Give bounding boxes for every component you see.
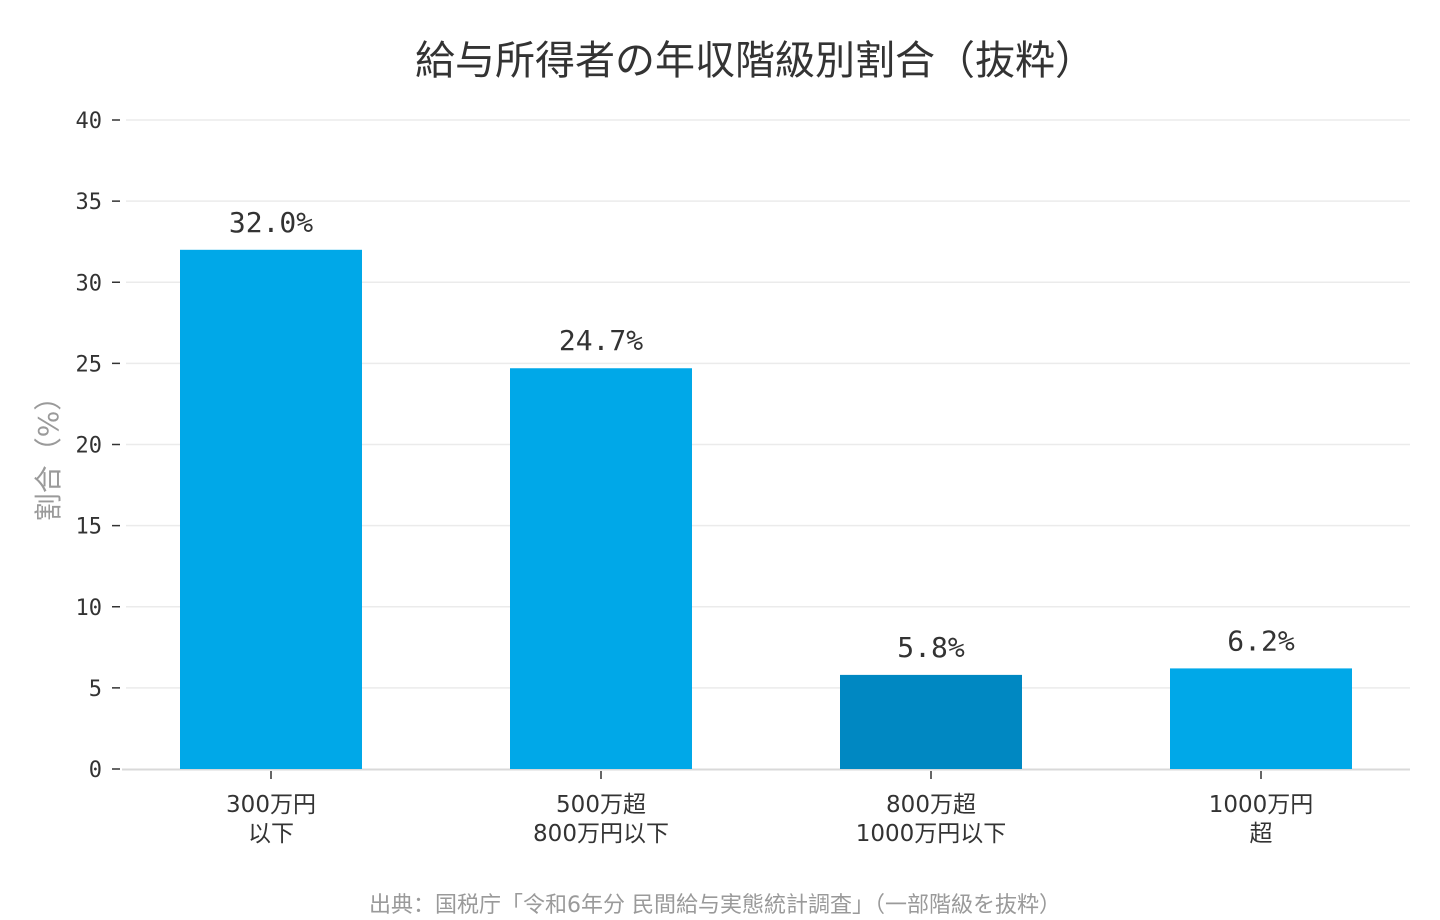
bar-value-label: 5.8% xyxy=(897,631,965,664)
source-note: 出典：国税庁「令和6年分 民間給与実態統計調査」（一部階級を抜粋） xyxy=(369,893,1061,918)
x-tick-label: 超 xyxy=(1250,821,1273,847)
bar xyxy=(1170,668,1352,769)
bar-value-label: 24.7% xyxy=(559,324,643,357)
bars xyxy=(180,249,1352,770)
chart-title: 給与所得者の年収階級別割合（抜粋） xyxy=(415,38,1095,84)
x-tick-label: 以下 xyxy=(248,821,294,847)
bar xyxy=(180,249,362,770)
bar xyxy=(510,368,692,769)
x-tick-label: 1000万円以下 xyxy=(856,821,1007,847)
bar-value-label: 32.0% xyxy=(229,206,313,239)
x-tick-label: 800万円以下 xyxy=(533,821,669,847)
y-tick-label: 25 xyxy=(76,352,103,377)
y-tick-label: 35 xyxy=(76,190,103,215)
x-tick-label: 1000万円 xyxy=(1209,792,1314,818)
y-tick-label: 10 xyxy=(76,596,103,621)
y-tick-label: 15 xyxy=(76,515,103,540)
x-tick-label: 500万超 xyxy=(556,792,646,818)
y-tick-label: 30 xyxy=(76,271,103,296)
x-tick-label: 800万超 xyxy=(886,792,976,818)
y-tick-label: 40 xyxy=(76,109,103,134)
y-tick-label: 5 xyxy=(89,677,102,702)
y-tick-label: 20 xyxy=(76,434,103,459)
y-axis-label: 割合（%） xyxy=(32,383,65,522)
bar-value-label: 6.2% xyxy=(1227,624,1295,657)
y-tick-label: 0 xyxy=(89,758,102,783)
bar xyxy=(840,674,1022,769)
data-labels: 32.0% 24.7% 5.8% 6.2% xyxy=(229,206,1295,664)
x-tick-label: 300万円 xyxy=(226,792,316,818)
